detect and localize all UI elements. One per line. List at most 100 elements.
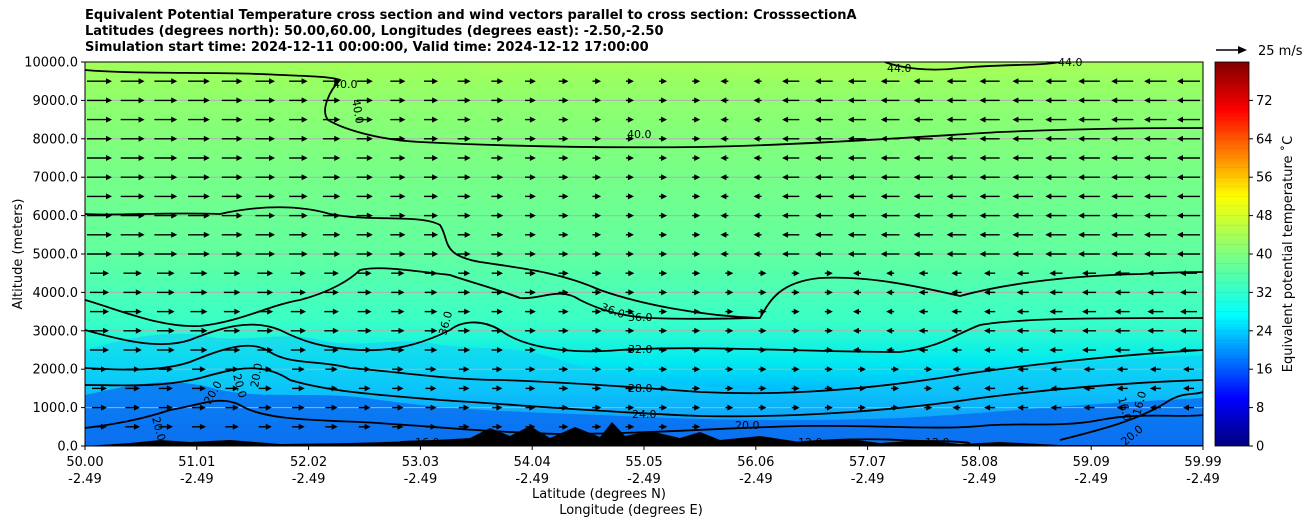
wind-vector-head [236,251,243,257]
wind-vector-head [1016,347,1023,353]
wind-vector-head [1082,347,1088,353]
wind-vector-head [166,385,173,392]
wind-vector-head [1082,327,1088,334]
wind-vector-head [203,231,210,238]
wind-vector-head [562,289,569,296]
wind-vector-head [398,289,405,296]
wind-vector-head [267,270,274,277]
wind-vector-head [399,135,406,142]
wind-vector-head [1049,289,1056,296]
wind-vector-head [847,251,854,257]
wind-vector-head [893,404,900,411]
wind-vector-head [814,97,821,104]
wind-vector-head [880,116,887,123]
wind-vector-head [753,155,760,161]
contour-label: 28.0 [628,382,653,395]
wind-vector-head [595,366,602,373]
wind-vector-head [918,289,925,296]
wind-vector-head [106,174,112,181]
wind-vector-head [138,251,145,257]
wind-vector-head [661,366,668,373]
wind-vector-head [1180,327,1186,334]
wind-vector-head [1144,155,1151,161]
wind-vector-head [365,289,372,296]
wind-vector-head [661,174,668,181]
wind-vector-head [826,308,833,315]
wind-vector-head [814,116,821,123]
wind-vector-head [753,193,760,200]
wind-vector-head [562,347,569,353]
contour-label: 36.0 [628,311,653,324]
wind-vector-head [628,423,635,430]
wind-vector-head [334,251,341,257]
wind-vector-head [103,270,109,277]
wind-vector-head [826,404,833,411]
wind-vector-head [595,251,602,257]
wind-vectors [87,78,1200,430]
wind-vector-head [496,366,503,373]
colorbar-ticks: 0 8 16 24 32 40 48 56 64 72 [1249,94,1273,455]
wind-vector-head [399,155,406,161]
wind-vector-head [826,366,833,373]
wind-vector-head [1017,366,1024,373]
wind-vector-head [464,251,471,257]
wind-vector-head [1144,135,1151,142]
wind-vector-head [364,423,371,430]
y-axis: 0.0 1000.0 2000.0 3000.0 4000.0 5000.0 6000.0 7… [24,56,85,455]
wind-vector-head [893,385,900,392]
colorbar-bands [1215,71,1249,437]
x-tick-label-lon: -2.49 [180,472,214,487]
y-tick-label: 8000.0 [33,132,79,147]
wind-vector-head [814,193,821,200]
wind-vector-head [562,193,569,200]
wind-vector-head [627,155,634,161]
wind-vector-head [1012,97,1019,104]
wind-vector-head [1012,212,1019,219]
wind-vector-head [365,327,372,334]
wind-vector-head [913,174,920,181]
wind-vector-head [1177,78,1183,85]
wind-vector-head [496,404,503,411]
wind-vector-head [138,174,145,181]
wind-vector-head [171,212,178,219]
contour-40 [85,69,1203,149]
wind-vector-head [562,212,569,219]
wind-vector-head [1144,97,1151,104]
wind-vector-head [101,423,107,430]
wind-vector-head [984,289,990,296]
x-axis: 50.00 -2.49 51.01 -2.49 52.02 -2.49 53.03 -2.49… [66,446,1222,487]
wind-vector-head [464,347,471,353]
wind-vector-head [1045,135,1052,142]
wind-vector-head [694,308,701,315]
wind-vector-head [694,174,701,181]
wind-vector-head [760,289,767,296]
wind-vector-head [595,404,602,411]
wind-vector-head [1144,212,1151,219]
wind-vector-head [1147,289,1154,296]
wind-vector-head [852,270,859,277]
wind-vector-head [168,308,175,315]
wind-vector-head [171,97,178,104]
wind-vector-head [463,385,470,392]
wind-vector-head [464,212,471,219]
wind-vector-head [1045,251,1052,257]
wind-vector-head [979,174,986,181]
wind-vector-head [203,116,210,123]
wind-vector-head [1111,212,1118,219]
y-tick-label: 5000.0 [33,248,79,263]
wind-vector-head [430,423,437,430]
wind-vector-head [951,308,958,315]
wind-vector-head [814,212,821,219]
wind-vector-head [529,270,536,277]
wind-vector-head [979,212,986,219]
wind-vector-head [826,385,833,392]
wind-vector-head [203,212,210,219]
wind-vector-head [331,404,338,411]
wind-vector-head [497,78,504,85]
wind-vector-head [694,155,701,161]
wind-vector-head [1147,308,1154,315]
wind-vector-head [301,97,308,104]
wind-vector-head [497,193,504,200]
wind-vector-head [365,347,372,353]
contour-28 [85,344,1203,395]
